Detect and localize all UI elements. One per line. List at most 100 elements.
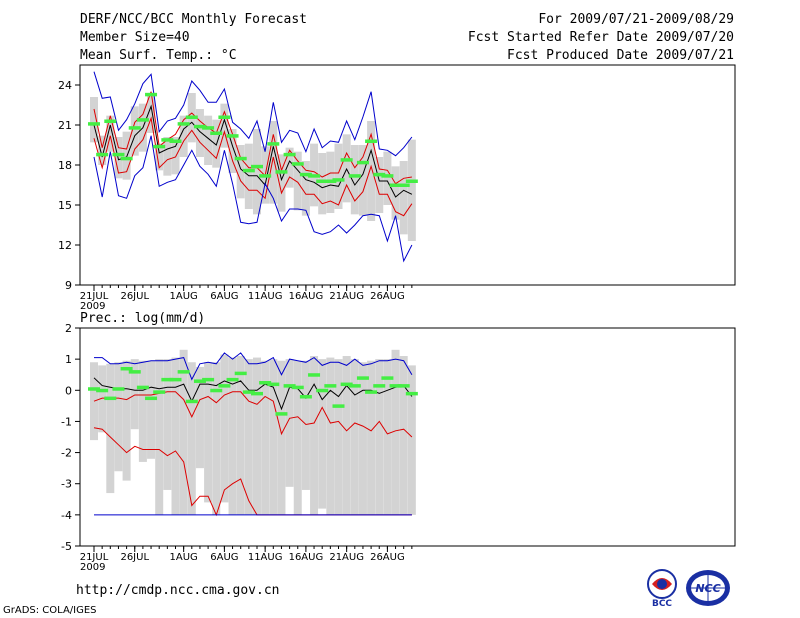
obs-marker [177,122,190,126]
y-tick-label: -2 [61,447,72,460]
spread-box [163,137,172,176]
spread-box [147,93,156,133]
refer-date: Fcst Started Refer Date 2009/07/20 [467,30,734,45]
variable-label: Mean Surf. Temp.: °C [80,48,237,63]
obs-marker [104,396,117,401]
y-tick-label: -3 [61,478,72,491]
obs-marker [405,179,418,183]
obs-marker [283,152,296,157]
obs-marker [145,396,158,401]
obs-marker [112,387,125,391]
series-line-max [93,71,413,157]
spread-box [293,151,302,211]
x-tick-label: 21JUL [80,291,109,302]
obs-marker [234,371,247,376]
spread-box [171,357,180,515]
obs-marker [185,399,198,404]
obs-marker [120,366,133,371]
obs-marker [193,379,206,383]
obs-marker [128,126,141,130]
obs-marker [104,119,117,123]
spread-box [236,145,245,199]
spread-box [367,121,376,221]
spread-box [106,363,115,494]
obs-marker [88,122,100,126]
spread-box [285,359,294,487]
spread-box [301,360,310,490]
obs-marker [145,92,158,97]
spread-box [130,106,139,156]
obs-marker [161,377,174,382]
obs-marker [291,162,304,166]
y-tick-label: 1 [65,353,72,366]
spread-box [171,137,180,175]
obs-marker [308,373,321,377]
spread-box [399,356,408,515]
x-tick-label: 16AUG [289,552,324,563]
obs-marker [210,131,223,135]
spread-box [179,349,188,515]
spread-box [407,139,416,241]
y-tick-label: 21 [58,119,72,132]
obs-marker [267,142,280,146]
panel-title: Prec.: log(mm/d) [80,311,205,326]
x-tick-label: 11AUG [248,552,283,563]
y-tick-label: 0 [65,384,72,397]
obs-marker [218,115,231,119]
spread-box [204,362,213,503]
spread-box [277,154,286,212]
x-tick-label: 26AUG [370,552,405,563]
ncc-logo: NCC [686,570,730,606]
obs-marker [169,377,182,382]
obs-marker [112,152,125,157]
y-tick-label: 24 [58,79,72,92]
spread-box [204,115,213,165]
spread-box [138,360,147,462]
obs-marker [291,385,304,390]
spread-box [301,161,310,216]
obs-marker [259,381,272,385]
obs-marker [365,139,378,143]
site-url[interactable]: http://cmdp.ncc.cma.gov.cn [76,583,280,598]
obs-marker [202,377,215,382]
obs-marker [185,115,198,119]
x-tick-label: 26JUL [120,552,149,563]
spread-box [195,366,204,469]
obs-marker [373,384,386,388]
obs-marker [169,139,182,143]
x-tick-label: 6AUG [210,291,238,302]
obs-marker [356,376,369,380]
obs-marker [365,390,378,394]
x-tick-label: 21AUG [329,291,364,302]
x-tick-label: 1AUG [170,552,198,563]
spread-box [285,147,294,188]
spread-box [407,365,416,515]
spread-box [326,357,335,515]
obs-marker [242,390,255,394]
spread-box [391,349,400,515]
spread-box [228,129,237,173]
spread-box [334,143,343,209]
spread-box [358,362,367,515]
y-tick-label: 9 [65,279,72,292]
spread-box [269,121,278,204]
spread-box [399,161,408,235]
y-tick-label: -4 [61,509,72,522]
obs-marker [88,387,100,391]
spread-box [253,129,261,215]
spread-box [375,157,384,213]
spread-box [114,362,123,472]
obs-marker [267,382,280,387]
spread-box [367,360,376,515]
spread-box [391,166,400,220]
x-tick-label: 11AUG [248,291,283,302]
spread-box [253,357,261,515]
spread-box [220,103,229,148]
obs-marker [226,377,239,382]
spread-box [375,359,384,515]
x-year-label: 2009 [80,562,105,573]
x-tick-label: 1AUG [170,291,198,302]
x-tick-label: 21AUG [329,552,364,563]
